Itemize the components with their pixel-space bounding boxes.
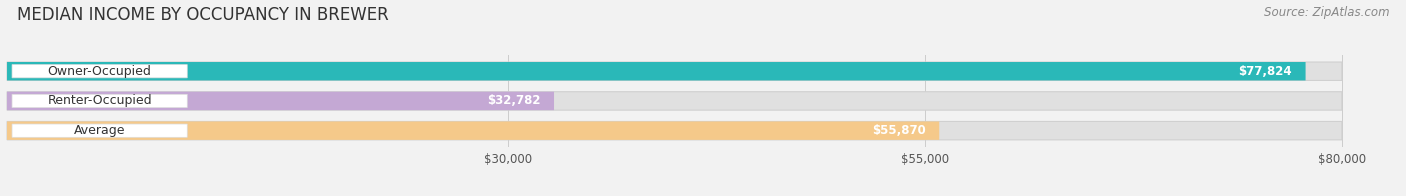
FancyBboxPatch shape xyxy=(7,122,1341,140)
Text: Owner-Occupied: Owner-Occupied xyxy=(48,65,152,78)
FancyBboxPatch shape xyxy=(7,62,1341,80)
FancyBboxPatch shape xyxy=(7,92,1341,110)
Text: MEDIAN INCOME BY OCCUPANCY IN BREWER: MEDIAN INCOME BY OCCUPANCY IN BREWER xyxy=(17,6,388,24)
Text: $55,870: $55,870 xyxy=(872,124,927,137)
FancyBboxPatch shape xyxy=(13,124,187,137)
FancyBboxPatch shape xyxy=(7,62,1306,80)
Text: $77,824: $77,824 xyxy=(1239,65,1292,78)
Text: Renter-Occupied: Renter-Occupied xyxy=(48,94,152,107)
Text: $32,782: $32,782 xyxy=(486,94,541,107)
FancyBboxPatch shape xyxy=(13,65,187,78)
FancyBboxPatch shape xyxy=(7,122,939,140)
FancyBboxPatch shape xyxy=(7,92,554,110)
Text: Source: ZipAtlas.com: Source: ZipAtlas.com xyxy=(1264,6,1389,19)
Text: Average: Average xyxy=(75,124,125,137)
FancyBboxPatch shape xyxy=(13,94,187,108)
